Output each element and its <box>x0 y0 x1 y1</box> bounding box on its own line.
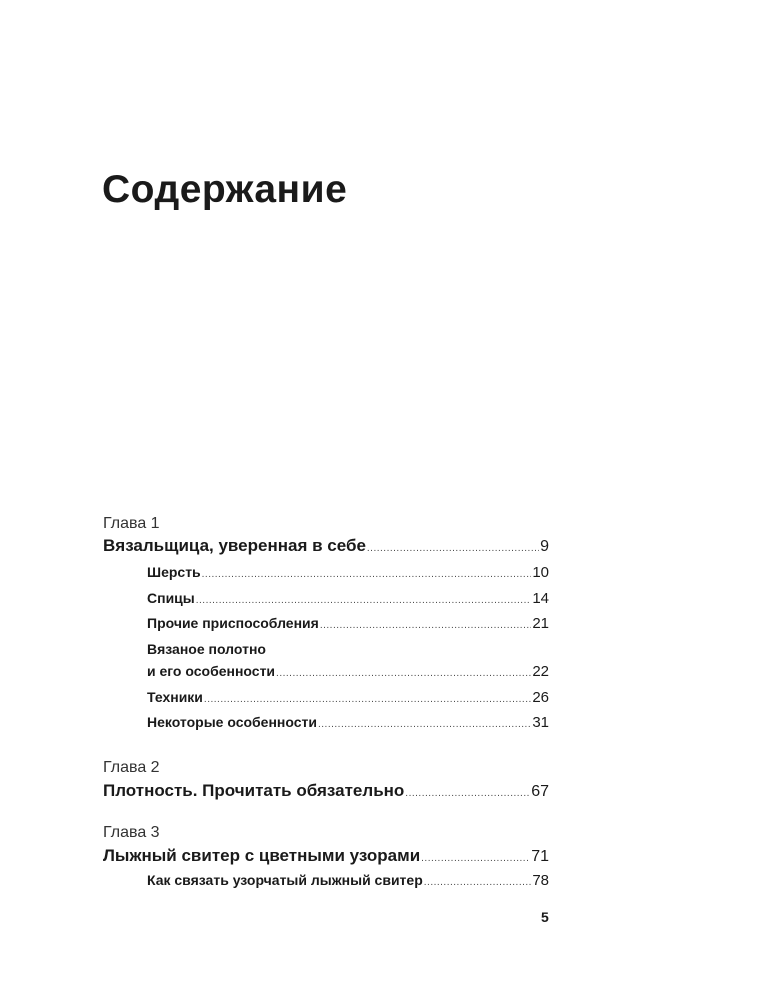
page-title: Содержание <box>102 168 348 211</box>
dot-leader <box>196 595 532 606</box>
chapter-label: Глава 3 <box>103 824 160 841</box>
toc-entry-chapter[interactable]: Вязальщица, уверенная в себе 9 <box>103 536 549 556</box>
dot-leader <box>318 719 531 730</box>
dot-leader <box>424 877 532 888</box>
entry-title: Прочие приспособления <box>147 615 319 631</box>
toc-entry-section[interactable]: Некоторые особенности 31 <box>147 714 549 731</box>
dot-leader <box>202 569 532 580</box>
dot-leader <box>276 668 531 679</box>
dot-leader <box>405 788 530 799</box>
dot-leader <box>367 543 539 554</box>
entry-title: Техники <box>147 689 203 705</box>
entry-title: Некоторые особенности <box>147 714 317 730</box>
dot-leader <box>320 620 531 631</box>
entry-page: 21 <box>532 615 549 632</box>
entry-title: Спицы <box>147 590 195 606</box>
entry-title: и его особенности <box>147 663 276 679</box>
entry-page: 22 <box>532 663 549 680</box>
entry-page: 10 <box>532 564 549 581</box>
entry-title: Плотность. Прочитать обязательно <box>103 781 405 800</box>
chapter-label: Глава 1 <box>103 515 160 532</box>
entry-page: 26 <box>532 689 549 706</box>
chapter-label: Глава 2 <box>103 759 160 776</box>
entry-page: 9 <box>540 538 549 555</box>
entry-page: 67 <box>531 783 549 800</box>
entry-page: 14 <box>532 590 549 607</box>
entry-title: Как связать узорчатый лыжный свитер <box>147 872 423 888</box>
toc-entry-section[interactable]: Прочие приспособления 21 <box>147 615 549 632</box>
entry-title: Вязальщица, уверенная в себе <box>103 536 366 555</box>
dot-leader <box>204 694 531 705</box>
entry-title-line1: Вязаное полотно <box>147 641 266 657</box>
page-number: 5 <box>541 909 549 925</box>
entry-page: 71 <box>531 848 549 865</box>
toc-entry-section[interactable]: Спицы 14 <box>147 590 549 607</box>
dot-leader <box>421 853 530 864</box>
toc-entry-section[interactable]: Как связать узорчатый лыжный свитер 78 <box>147 872 549 889</box>
toc-entry-chapter[interactable]: Плотность. Прочитать обязательно 67 <box>103 781 549 801</box>
toc-entry-chapter[interactable]: Лыжный свитер с цветными узорами 71 <box>103 846 549 866</box>
entry-page: 31 <box>532 714 549 731</box>
entry-title: Шерсть <box>147 564 201 580</box>
entry-title: Лыжный свитер с цветными узорами <box>103 846 421 865</box>
toc-entry-section[interactable]: Техники 26 <box>147 689 549 706</box>
toc-entry-section[interactable]: и его особенности 22 <box>147 663 549 680</box>
toc-entry-section[interactable]: Шерсть 10 <box>147 564 549 581</box>
entry-page: 78 <box>532 872 549 889</box>
